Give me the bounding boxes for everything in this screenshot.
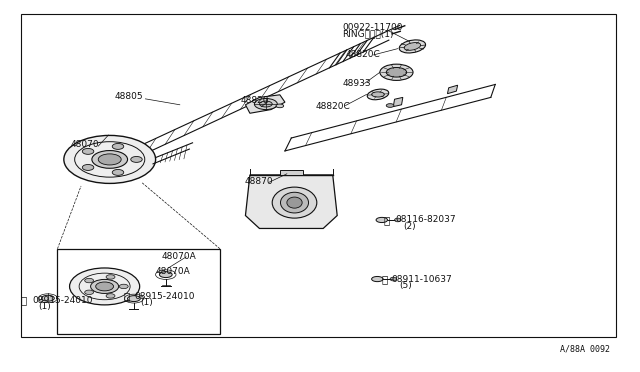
Ellipse shape xyxy=(276,104,284,108)
Ellipse shape xyxy=(91,279,118,294)
Text: 48870: 48870 xyxy=(245,177,273,186)
Bar xyxy=(20,14,616,337)
Text: (5): (5) xyxy=(399,281,412,290)
Ellipse shape xyxy=(376,217,388,222)
Polygon shape xyxy=(447,85,458,94)
Ellipse shape xyxy=(42,295,54,301)
Polygon shape xyxy=(394,97,403,107)
Text: RINGリング(1): RINGリング(1) xyxy=(342,29,394,38)
Ellipse shape xyxy=(272,187,317,218)
Ellipse shape xyxy=(280,192,308,213)
Bar xyxy=(58,249,220,334)
Ellipse shape xyxy=(367,89,388,100)
Ellipse shape xyxy=(387,104,394,108)
Text: 48070A: 48070A xyxy=(162,252,196,262)
Text: Ⓑ: Ⓑ xyxy=(384,215,390,225)
Ellipse shape xyxy=(380,64,413,80)
Text: Ⓥ: Ⓥ xyxy=(124,291,130,301)
Text: 08915-24010: 08915-24010 xyxy=(32,296,92,305)
Text: (1): (1) xyxy=(38,302,51,311)
Text: 08915-24010: 08915-24010 xyxy=(134,292,195,301)
Ellipse shape xyxy=(159,272,172,278)
Text: (2): (2) xyxy=(403,222,415,231)
Text: 48933: 48933 xyxy=(342,79,371,88)
Text: 00922-11700: 00922-11700 xyxy=(342,23,403,32)
Ellipse shape xyxy=(390,277,396,281)
Text: 08911-10637: 08911-10637 xyxy=(392,275,452,283)
Ellipse shape xyxy=(372,92,385,97)
Ellipse shape xyxy=(127,296,140,302)
Ellipse shape xyxy=(83,164,94,170)
Ellipse shape xyxy=(387,67,406,77)
Text: (1): (1) xyxy=(140,298,153,307)
Text: 48820C: 48820C xyxy=(316,102,350,111)
Ellipse shape xyxy=(404,42,420,50)
Text: 48805: 48805 xyxy=(115,92,143,101)
Ellipse shape xyxy=(372,276,383,282)
Text: Ⓝ: Ⓝ xyxy=(381,274,387,284)
Text: 08116-82037: 08116-82037 xyxy=(395,215,456,224)
Text: A/88A 0092: A/88A 0092 xyxy=(560,345,610,354)
Ellipse shape xyxy=(112,144,124,150)
Text: Ⓥ: Ⓥ xyxy=(20,295,27,305)
Ellipse shape xyxy=(106,294,115,298)
Ellipse shape xyxy=(254,99,277,110)
Ellipse shape xyxy=(119,284,128,289)
Ellipse shape xyxy=(259,101,272,107)
Ellipse shape xyxy=(106,275,115,279)
Text: 48820C: 48820C xyxy=(346,51,380,60)
Polygon shape xyxy=(246,95,285,113)
Ellipse shape xyxy=(399,40,426,53)
Text: 48070A: 48070A xyxy=(156,267,190,276)
Ellipse shape xyxy=(287,197,302,208)
Polygon shape xyxy=(246,175,337,228)
Bar xyxy=(280,170,303,175)
Ellipse shape xyxy=(70,268,140,305)
Ellipse shape xyxy=(99,154,121,165)
Ellipse shape xyxy=(394,218,401,222)
Ellipse shape xyxy=(84,290,93,295)
Text: 48070: 48070 xyxy=(70,140,99,149)
Ellipse shape xyxy=(92,151,127,168)
Ellipse shape xyxy=(112,170,124,175)
Ellipse shape xyxy=(96,282,113,291)
Ellipse shape xyxy=(84,278,93,283)
Ellipse shape xyxy=(64,135,156,183)
Text: 48820: 48820 xyxy=(241,96,269,105)
Ellipse shape xyxy=(131,157,142,162)
Ellipse shape xyxy=(83,148,94,154)
